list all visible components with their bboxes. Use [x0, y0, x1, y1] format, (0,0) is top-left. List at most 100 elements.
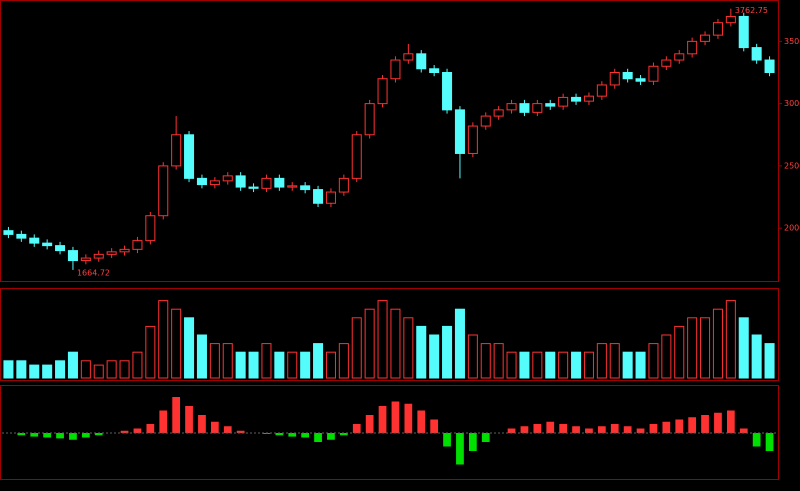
macd-bar: [133, 428, 142, 433]
y-tick-label: 3000: [784, 99, 800, 108]
volume-bar: [661, 334, 672, 379]
macd-bar: [159, 410, 168, 433]
volume-bar: [93, 364, 104, 379]
volume-bar: [377, 300, 388, 379]
candle-body: [635, 78, 646, 82]
y-tick-label: 2000: [784, 224, 800, 233]
volume-bar: [674, 325, 685, 379]
candle-body: [480, 115, 491, 127]
candle-body: [493, 109, 504, 117]
volume-bar: [67, 351, 78, 379]
macd-bar: [327, 433, 335, 440]
macd-bar: [714, 412, 722, 433]
volume-bar: [3, 360, 14, 379]
candle-body: [403, 53, 414, 61]
candle-body: [545, 103, 556, 107]
candle-body: [132, 240, 143, 250]
volume-bar: [442, 325, 453, 379]
candle-body: [648, 65, 659, 82]
volume-bar: [184, 317, 195, 379]
volume-bar: [493, 343, 504, 379]
macd-panel: [0, 385, 779, 480]
volume-bar: [209, 343, 220, 379]
candle-body: [442, 72, 453, 111]
volume-bar: [106, 360, 117, 379]
volume-bar: [338, 343, 349, 379]
macd-bar: [572, 426, 580, 433]
candle-body: [764, 59, 775, 74]
candle-body: [171, 134, 182, 167]
macd-bar: [430, 419, 439, 433]
macd-bar: [81, 433, 90, 438]
macd-bar: [352, 424, 361, 433]
volume-bar: [403, 317, 414, 379]
macd-bar: [339, 433, 348, 436]
candle-body: [287, 185, 298, 188]
candle-body: [738, 15, 749, 49]
macd-bar: [585, 428, 593, 433]
volume-bar: [222, 343, 233, 379]
candle-body: [313, 189, 324, 204]
candle-body: [16, 233, 27, 239]
candle-body: [725, 15, 736, 24]
macd-bar: [378, 406, 387, 433]
candle-body: [184, 134, 195, 179]
candle-body: [351, 134, 362, 179]
volume-bar: [454, 308, 465, 379]
macd-bar: [520, 426, 529, 433]
candle-body: [467, 125, 478, 154]
price-panel: [0, 0, 779, 282]
macd-bar: [456, 433, 464, 465]
volume-bar: [29, 364, 40, 379]
volume-bar: [196, 334, 207, 379]
candle-body: [222, 175, 233, 182]
candle-body: [506, 103, 517, 111]
volume-bar: [622, 351, 633, 379]
macd-bar: [417, 410, 426, 433]
macd-bar: [546, 421, 555, 433]
volume-bar: [545, 351, 556, 379]
candle-body: [454, 109, 465, 154]
candle-body: [325, 191, 336, 204]
volume-bar: [132, 351, 143, 379]
volume-bar: [635, 351, 646, 379]
macd-bar: [314, 433, 322, 442]
candle-body: [519, 103, 530, 113]
macd-bar: [623, 426, 632, 433]
candle-body: [390, 59, 401, 80]
volume-bar: [506, 351, 517, 379]
volume-bar: [313, 343, 324, 379]
macd-bar: [185, 406, 193, 433]
volume-bar: [751, 334, 762, 379]
macd-bar: [443, 433, 451, 447]
candle-body: [300, 185, 311, 191]
candle-body: [687, 40, 698, 55]
volume-bar: [532, 351, 543, 379]
macd-bar: [210, 421, 219, 433]
volume-bar: [261, 343, 272, 379]
macd-bar: [288, 433, 297, 437]
candle-body: [209, 180, 220, 186]
macd-bar: [69, 433, 77, 440]
volume-bar: [558, 351, 569, 379]
volume-bar: [390, 308, 401, 379]
volume-bar: [325, 351, 336, 379]
macd-bar: [649, 424, 658, 433]
volume-bar: [738, 317, 749, 379]
volume-bar: [648, 343, 659, 379]
y-tick-label: 3500: [784, 37, 800, 46]
macd-bar: [610, 424, 619, 433]
volume-bar: [700, 317, 711, 379]
macd-bar: [636, 428, 645, 433]
candle-body: [145, 215, 156, 242]
candle-body: [558, 96, 569, 107]
macd-bar: [172, 397, 181, 433]
volume-bar: [145, 325, 156, 379]
volume-bar: [687, 317, 698, 379]
volume-bar: [596, 343, 607, 379]
macd-bar: [391, 401, 400, 433]
volume-bar: [171, 308, 182, 379]
macd-bar: [726, 410, 735, 433]
